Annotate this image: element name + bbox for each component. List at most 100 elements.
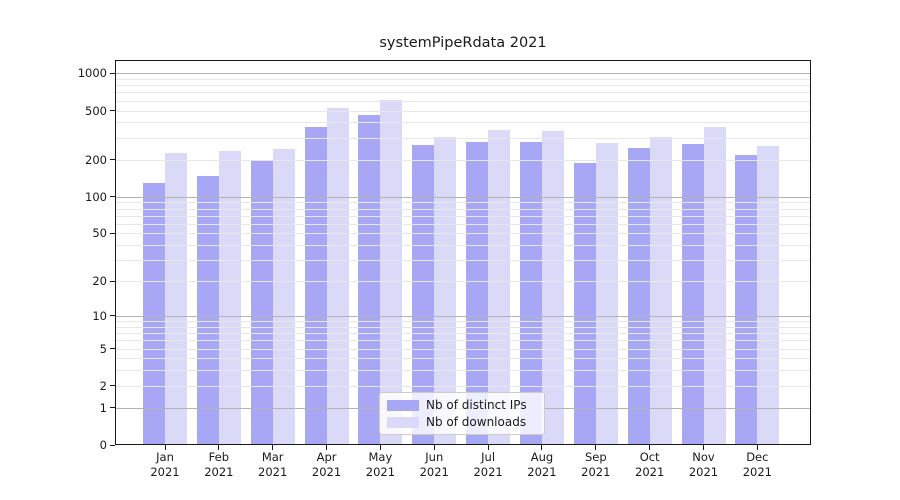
y-tick-label: 10 — [92, 308, 107, 323]
y-tickmark — [110, 72, 115, 74]
x-tickmark — [649, 445, 651, 450]
x-tick-label: Dec 2021 — [742, 450, 772, 479]
minor-gridline — [116, 321, 810, 323]
y-tick-label: 2 — [99, 378, 107, 393]
y-tickmark — [110, 280, 115, 282]
bar-distinct-ips-aug — [519, 142, 542, 445]
y-tick-label: 20 — [92, 274, 107, 289]
y-tick-label: 5 — [99, 341, 107, 356]
minor-gridline — [116, 92, 810, 94]
minor-gridline — [116, 122, 810, 124]
x-tick-label: Oct 2021 — [635, 450, 665, 479]
bar-distinct-ips-oct — [627, 148, 650, 445]
legend-swatch-downloads — [387, 416, 419, 428]
x-tick-label: Nov 2021 — [688, 450, 719, 479]
y-tickmark — [110, 444, 115, 446]
minor-gridline — [116, 340, 810, 342]
minor-gridline — [116, 348, 810, 350]
bar-downloads-jan — [165, 153, 187, 445]
x-tickmark — [756, 445, 758, 450]
minor-gridline — [116, 333, 810, 335]
x-tickmark — [541, 445, 543, 450]
bar-distinct-ips-nov — [681, 144, 704, 445]
x-tick-label: Jul 2021 — [473, 450, 503, 479]
minor-gridline — [116, 208, 810, 210]
legend-label-distinct-ips: Nb of distinct IPs — [426, 398, 527, 412]
y-tickmark — [110, 110, 115, 111]
x-tick-label: Feb 2021 — [204, 450, 234, 479]
major-gridline — [116, 196, 810, 198]
bar-downloads-nov — [703, 126, 726, 445]
x-tick-label: Apr 2021 — [311, 450, 342, 479]
bar-downloads-sep — [595, 142, 618, 445]
y-tick-label: 1 — [99, 400, 107, 415]
y-tickmark — [110, 407, 115, 409]
minor-gridline — [116, 100, 810, 102]
minor-gridline — [116, 137, 810, 139]
legend-item-downloads: Nb of downloads — [387, 415, 536, 429]
x-tickmark — [487, 445, 489, 450]
bar-distinct-ips-mar — [250, 159, 273, 445]
minor-gridline — [116, 85, 810, 87]
minor-gridline — [116, 358, 810, 360]
legend-label-downloads: Nb of downloads — [426, 415, 527, 429]
bar-distinct-ips-may — [358, 114, 381, 445]
y-tickmark — [110, 232, 115, 234]
bar-distinct-ips-jan — [143, 182, 165, 445]
minor-gridline — [116, 215, 810, 217]
y-tickmark — [110, 159, 115, 161]
bar-downloads-mar — [272, 148, 295, 445]
y-tickmark — [110, 196, 115, 198]
x-tick-label: Jan 2021 — [150, 450, 180, 479]
x-tick-label: Sep 2021 — [581, 450, 611, 479]
bar-distinct-ips-sep — [573, 163, 596, 445]
y-tick-label: 100 — [85, 189, 107, 204]
minor-gridline — [116, 110, 810, 112]
minor-gridline — [116, 260, 810, 262]
minor-gridline — [116, 233, 810, 235]
x-tickmark — [703, 445, 704, 450]
chart-title: systemPipeRdata 2021 — [379, 35, 547, 51]
x-tickmark — [218, 445, 220, 450]
major-gridline — [116, 315, 810, 317]
minor-gridline — [116, 385, 810, 387]
bar-downloads-oct — [649, 137, 672, 445]
x-tick-label: Jun 2021 — [419, 450, 449, 479]
bar-distinct-ips-jun — [412, 144, 435, 445]
x-tickmark — [272, 445, 274, 450]
y-tickmark — [110, 385, 115, 387]
bar-downloads-dec — [757, 145, 780, 445]
legend-swatch-distinct-ips — [387, 399, 419, 411]
minor-gridline — [116, 159, 810, 161]
y-tick-label: 500 — [85, 103, 107, 118]
x-tick-label: Mar 2021 — [258, 450, 288, 479]
y-tickmark — [110, 315, 115, 317]
bar-downloads-jun — [434, 137, 457, 445]
minor-gridline — [116, 370, 810, 372]
x-tick-label: Aug 2021 — [527, 450, 557, 479]
legend-item-distinct-ips: Nb of distinct IPs — [387, 398, 536, 412]
bar-downloads-feb — [218, 150, 241, 445]
minor-gridline — [116, 223, 810, 225]
x-tickmark — [433, 445, 435, 450]
y-tick-label: 0 — [99, 438, 107, 452]
minor-gridline — [116, 245, 810, 247]
major-gridline — [116, 73, 810, 75]
y-tick-label: 1000 — [77, 66, 107, 81]
x-tickmark — [326, 445, 328, 450]
bar-distinct-ips-apr — [304, 126, 327, 445]
x-tick-label: May 2021 — [365, 450, 396, 479]
bar-downloads-aug — [541, 130, 564, 445]
y-tickmark — [110, 348, 115, 350]
bar-distinct-ips-dec — [735, 154, 758, 445]
minor-gridline — [116, 202, 810, 204]
minor-gridline — [116, 78, 810, 80]
minor-gridline — [116, 281, 810, 283]
legend: Nb of distinct IPs Nb of downloads — [379, 392, 545, 435]
y-tick-label: 50 — [92, 226, 107, 241]
bar-downloads-apr — [326, 108, 349, 445]
bar-distinct-ips-feb — [196, 175, 219, 445]
x-tickmark — [164, 445, 166, 450]
